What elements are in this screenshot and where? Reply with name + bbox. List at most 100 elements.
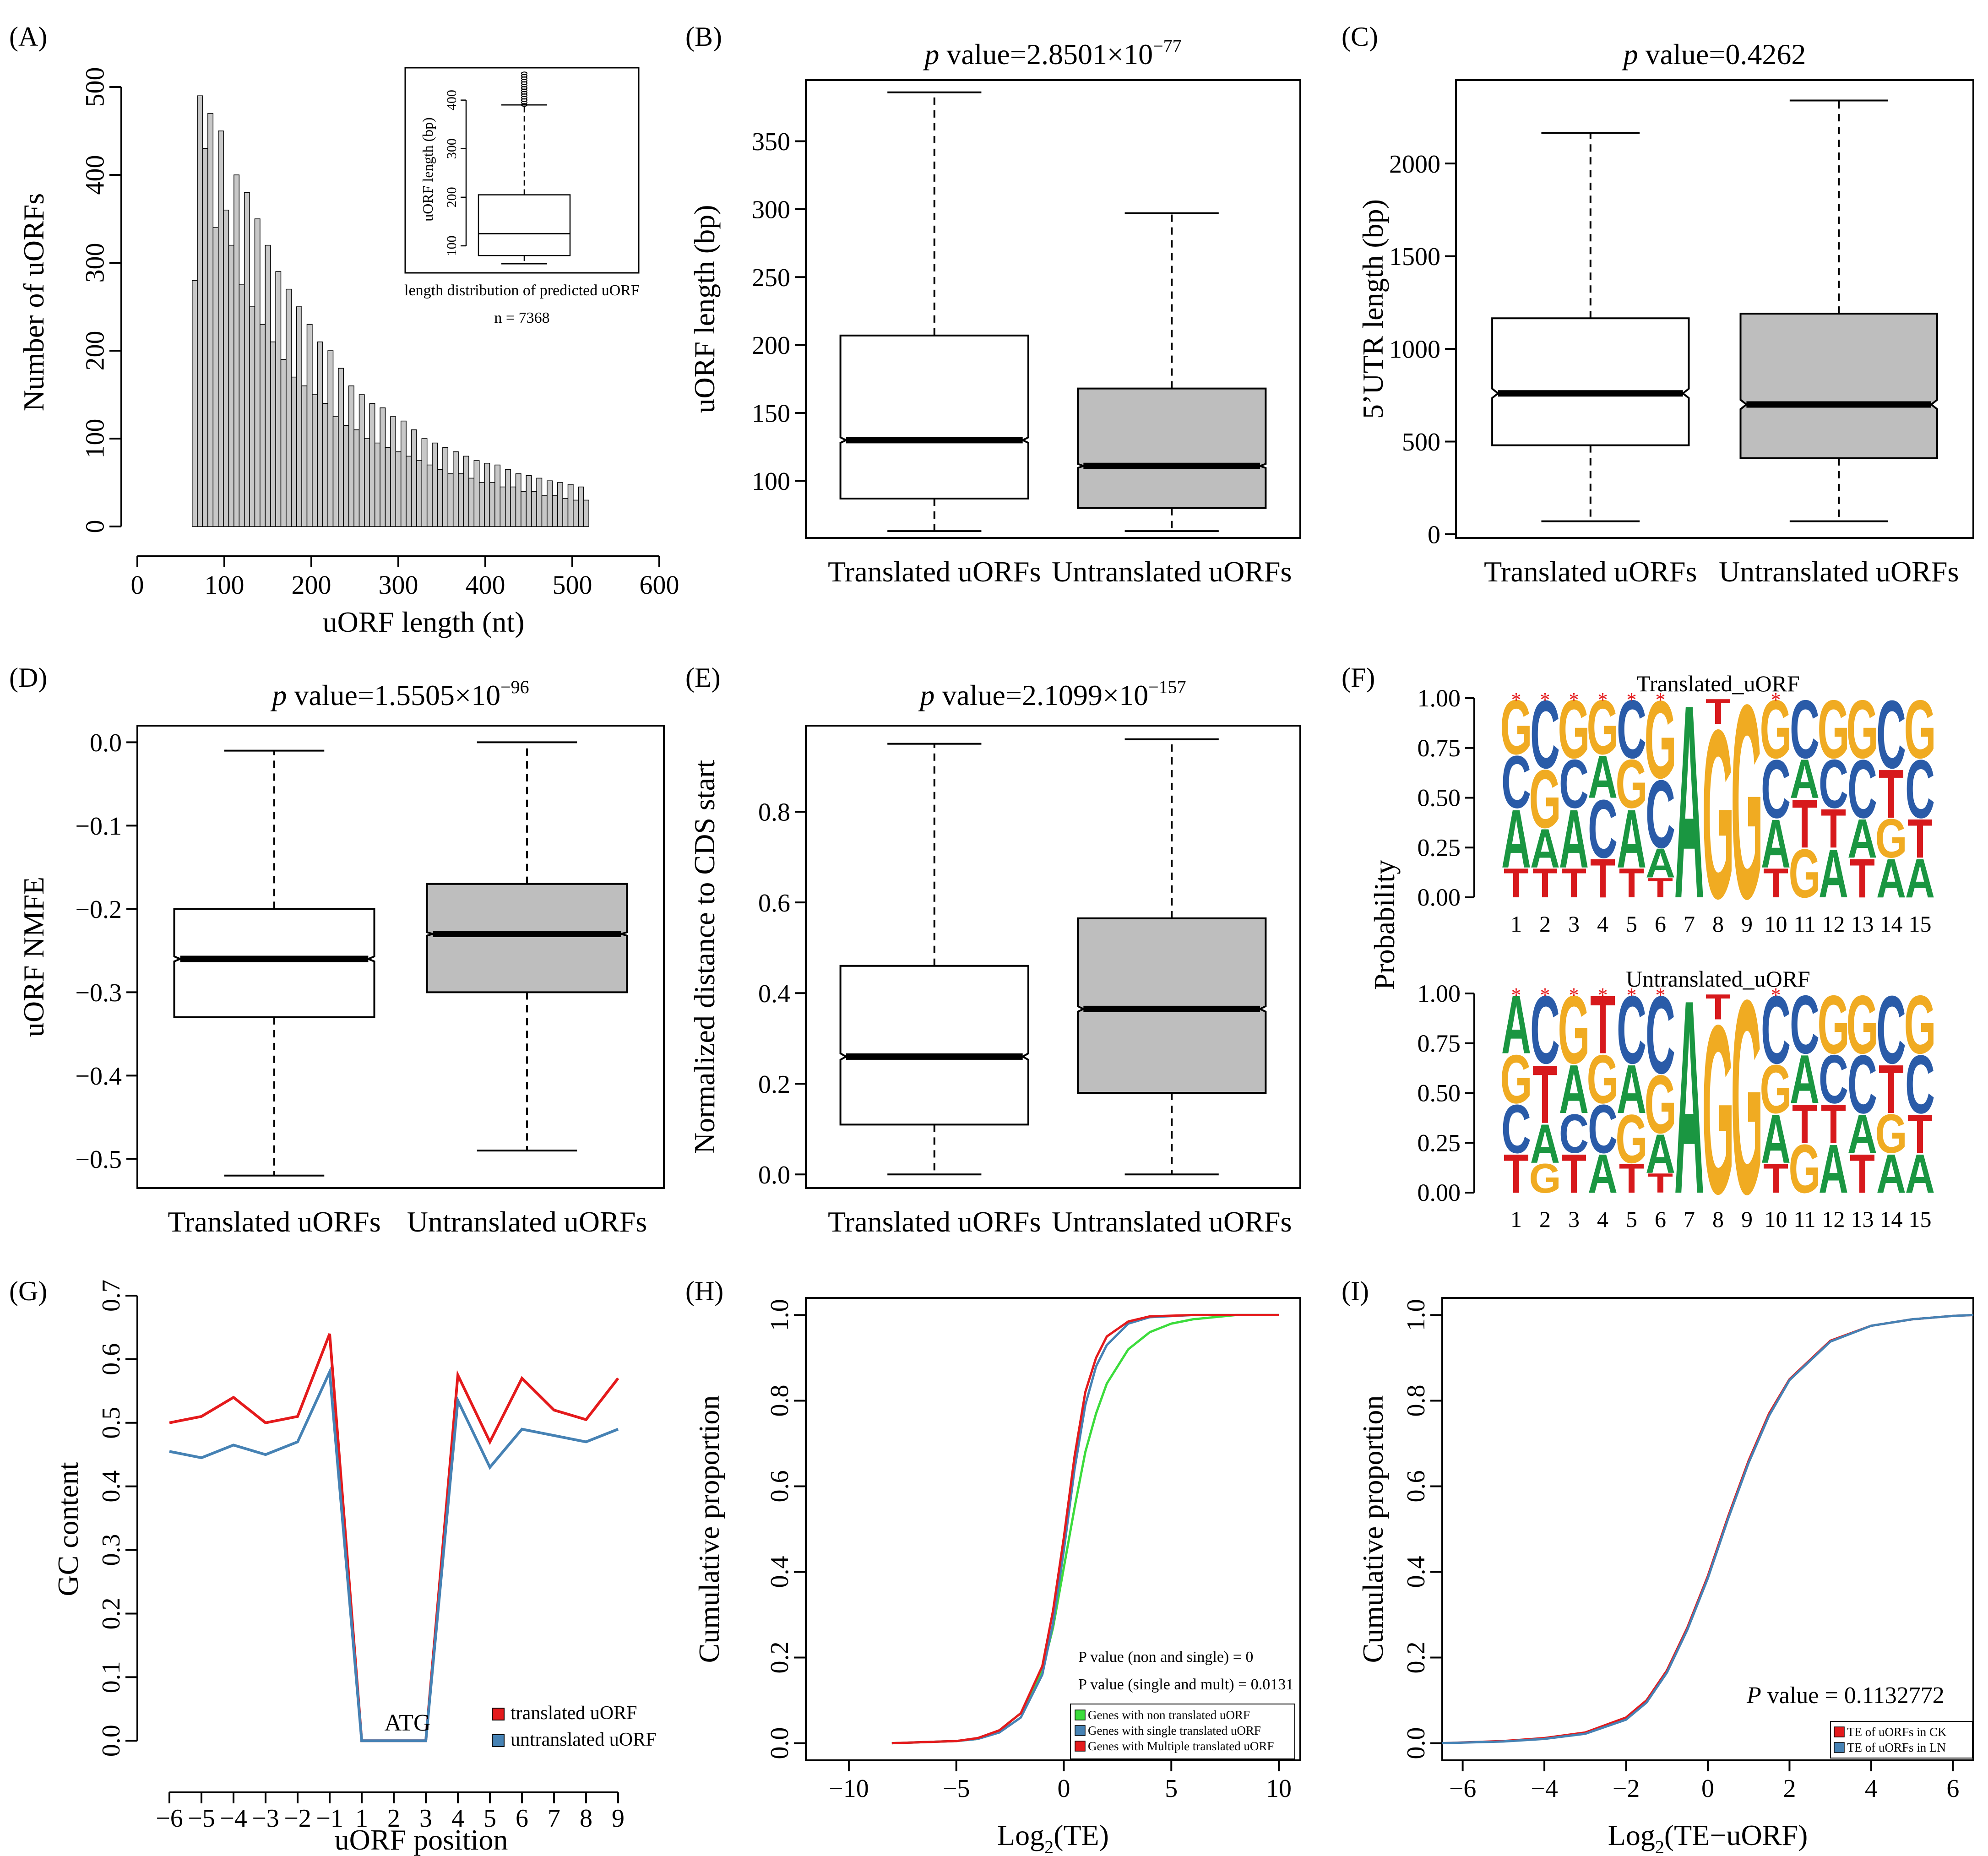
histogram-bar	[228, 244, 234, 527]
logo-letter: C	[1761, 976, 1791, 1084]
logo-significance-star: *	[1511, 689, 1521, 711]
category-label: Untranslated uORFs	[1052, 555, 1292, 588]
logo-significance-star: *	[1598, 984, 1608, 1006]
logo-letter: A	[1819, 1130, 1848, 1208]
logo-position-label: 8	[1712, 911, 1724, 937]
panel-g-x-tick-label: −4	[220, 1804, 247, 1833]
cdf-series-line	[1442, 1313, 1974, 1745]
logo-letter: G	[1875, 1103, 1907, 1165]
panel-h-y-label: Cumulative proportion	[693, 1395, 725, 1663]
logo-letter: G	[1702, 975, 1734, 1244]
inset-n-label: n = 7368	[494, 309, 549, 326]
panel-g-y-tick-label: 0.0	[97, 1725, 125, 1757]
panel-h-y-tick-label: 0.8	[766, 1384, 794, 1416]
logo-title: Translated_uORF	[1636, 671, 1800, 696]
title-main: value=0.4262	[1638, 38, 1806, 71]
panel-d-y-tick-label: −0.3	[75, 979, 122, 1007]
panel-g-x-tick-label: 8	[580, 1804, 592, 1833]
panel-g-x-tick-label: 4	[451, 1804, 464, 1833]
logo-position-label: 7	[1684, 1206, 1695, 1232]
logo-letter: C	[1819, 745, 1848, 823]
logo-y-tick-label: 0.50	[1418, 784, 1461, 812]
histogram-bar	[254, 218, 261, 527]
logo-letter: A	[1559, 792, 1589, 885]
histogram-bar	[239, 284, 245, 527]
logo-letter: T	[1763, 860, 1788, 906]
logo-letter: G	[1760, 1051, 1792, 1128]
panel-g-x-tick-label: 7	[548, 1804, 560, 1833]
panel-a-x-label: uORF length (nt)	[323, 606, 525, 638]
logo-position-label: 11	[1793, 911, 1815, 937]
panel-a-y-tick-label: 0	[80, 520, 109, 533]
logo-letter: C	[1819, 1041, 1848, 1118]
panel-label: (B)	[685, 22, 722, 52]
histogram-bar	[458, 473, 464, 527]
histogram-bar	[426, 464, 433, 527]
panel-c-y-tick-label: 1500	[1389, 243, 1440, 271]
logo-y-tick-label: 0.75	[1418, 1030, 1461, 1057]
panel-g-x-tick-label: −2	[284, 1804, 311, 1833]
histogram-bar	[521, 491, 527, 527]
legend-label: Genes with single translated uORF	[1088, 1724, 1261, 1737]
logo-position-label: 13	[1851, 1206, 1874, 1232]
histogram-bar	[332, 416, 339, 527]
logo-position-label: 6	[1655, 911, 1666, 937]
logo-letter: C	[1501, 740, 1531, 824]
logo-letter: C	[1617, 683, 1646, 776]
x-label-subscript: 2	[1655, 1837, 1664, 1856]
histogram-bar	[260, 324, 266, 527]
histogram-bar	[400, 420, 407, 527]
cdf-series-line	[891, 1313, 1279, 1745]
histogram-bar	[515, 473, 521, 527]
histogram-bar	[442, 447, 449, 527]
panel-i-x-tick-label: 2	[1783, 1775, 1796, 1803]
histogram-bar	[505, 469, 511, 527]
panel-g-x-tick-label: 6	[516, 1804, 528, 1833]
logo-letter: G	[1500, 684, 1532, 771]
category-label: Untranslated uORFs	[1052, 1205, 1292, 1238]
logo-letter: G	[1760, 683, 1792, 776]
histogram-bar	[411, 429, 417, 527]
legend-label: Genes with non translated uORF	[1088, 1708, 1250, 1722]
panel-g-y-tick-label: 0.7	[97, 1280, 125, 1312]
logo-letter: T	[1763, 1156, 1788, 1202]
logo-letter: C	[1646, 973, 1675, 1096]
logo-position-label: 5	[1626, 911, 1637, 937]
panel-d-y-tick-label: −0.2	[75, 895, 122, 924]
logo-letter: C	[1530, 976, 1560, 1084]
logo-letter: T	[1648, 1168, 1673, 1199]
histogram-bar	[552, 495, 558, 527]
title-p: p	[270, 679, 287, 711]
logo-letter: A	[1530, 818, 1560, 879]
histogram-bar	[567, 484, 574, 527]
logo-y-tick-label: 0.00	[1418, 884, 1461, 911]
logo-position-label: 12	[1822, 1206, 1845, 1232]
histogram-bar	[447, 473, 454, 527]
panel-b-y-tick-label: 200	[752, 331, 790, 360]
category-label: Translated uORFs	[1484, 555, 1697, 588]
histogram-bar	[432, 442, 438, 527]
logo-letter: T	[1648, 873, 1673, 903]
logo-letter: T	[1590, 847, 1615, 909]
logo-letter: C	[1876, 976, 1906, 1084]
panel-e-y-tick-label: 0.6	[758, 889, 790, 917]
category-label: Translated uORFs	[828, 1205, 1041, 1238]
logo-letter: T	[1532, 860, 1558, 906]
logo-letter: C	[1847, 1038, 1877, 1131]
panel-a-x-tick-label: 0	[131, 570, 144, 600]
logo-letter: G	[1500, 1041, 1532, 1118]
panel-g-y-label: GC content	[52, 1462, 84, 1596]
histogram-bar	[275, 271, 282, 527]
panel-g-y-tick-label: 0.2	[97, 1597, 125, 1629]
logo-letter: T	[1561, 860, 1586, 906]
logo-letter: G	[1731, 942, 1763, 1252]
histogram-bar	[322, 403, 328, 527]
x-label-log: Log	[997, 1819, 1044, 1851]
logo-y-tick-label: 0.25	[1418, 834, 1461, 861]
panel-c-y-tick-label: 2000	[1389, 150, 1440, 179]
gc-series-line	[169, 1333, 619, 1742]
panel-c-frame	[1455, 79, 1974, 539]
panel-g-x-tick-label: 9	[612, 1804, 625, 1833]
logo-y-tick-label: 0.75	[1418, 734, 1461, 762]
legend-box	[1830, 1721, 1973, 1758]
